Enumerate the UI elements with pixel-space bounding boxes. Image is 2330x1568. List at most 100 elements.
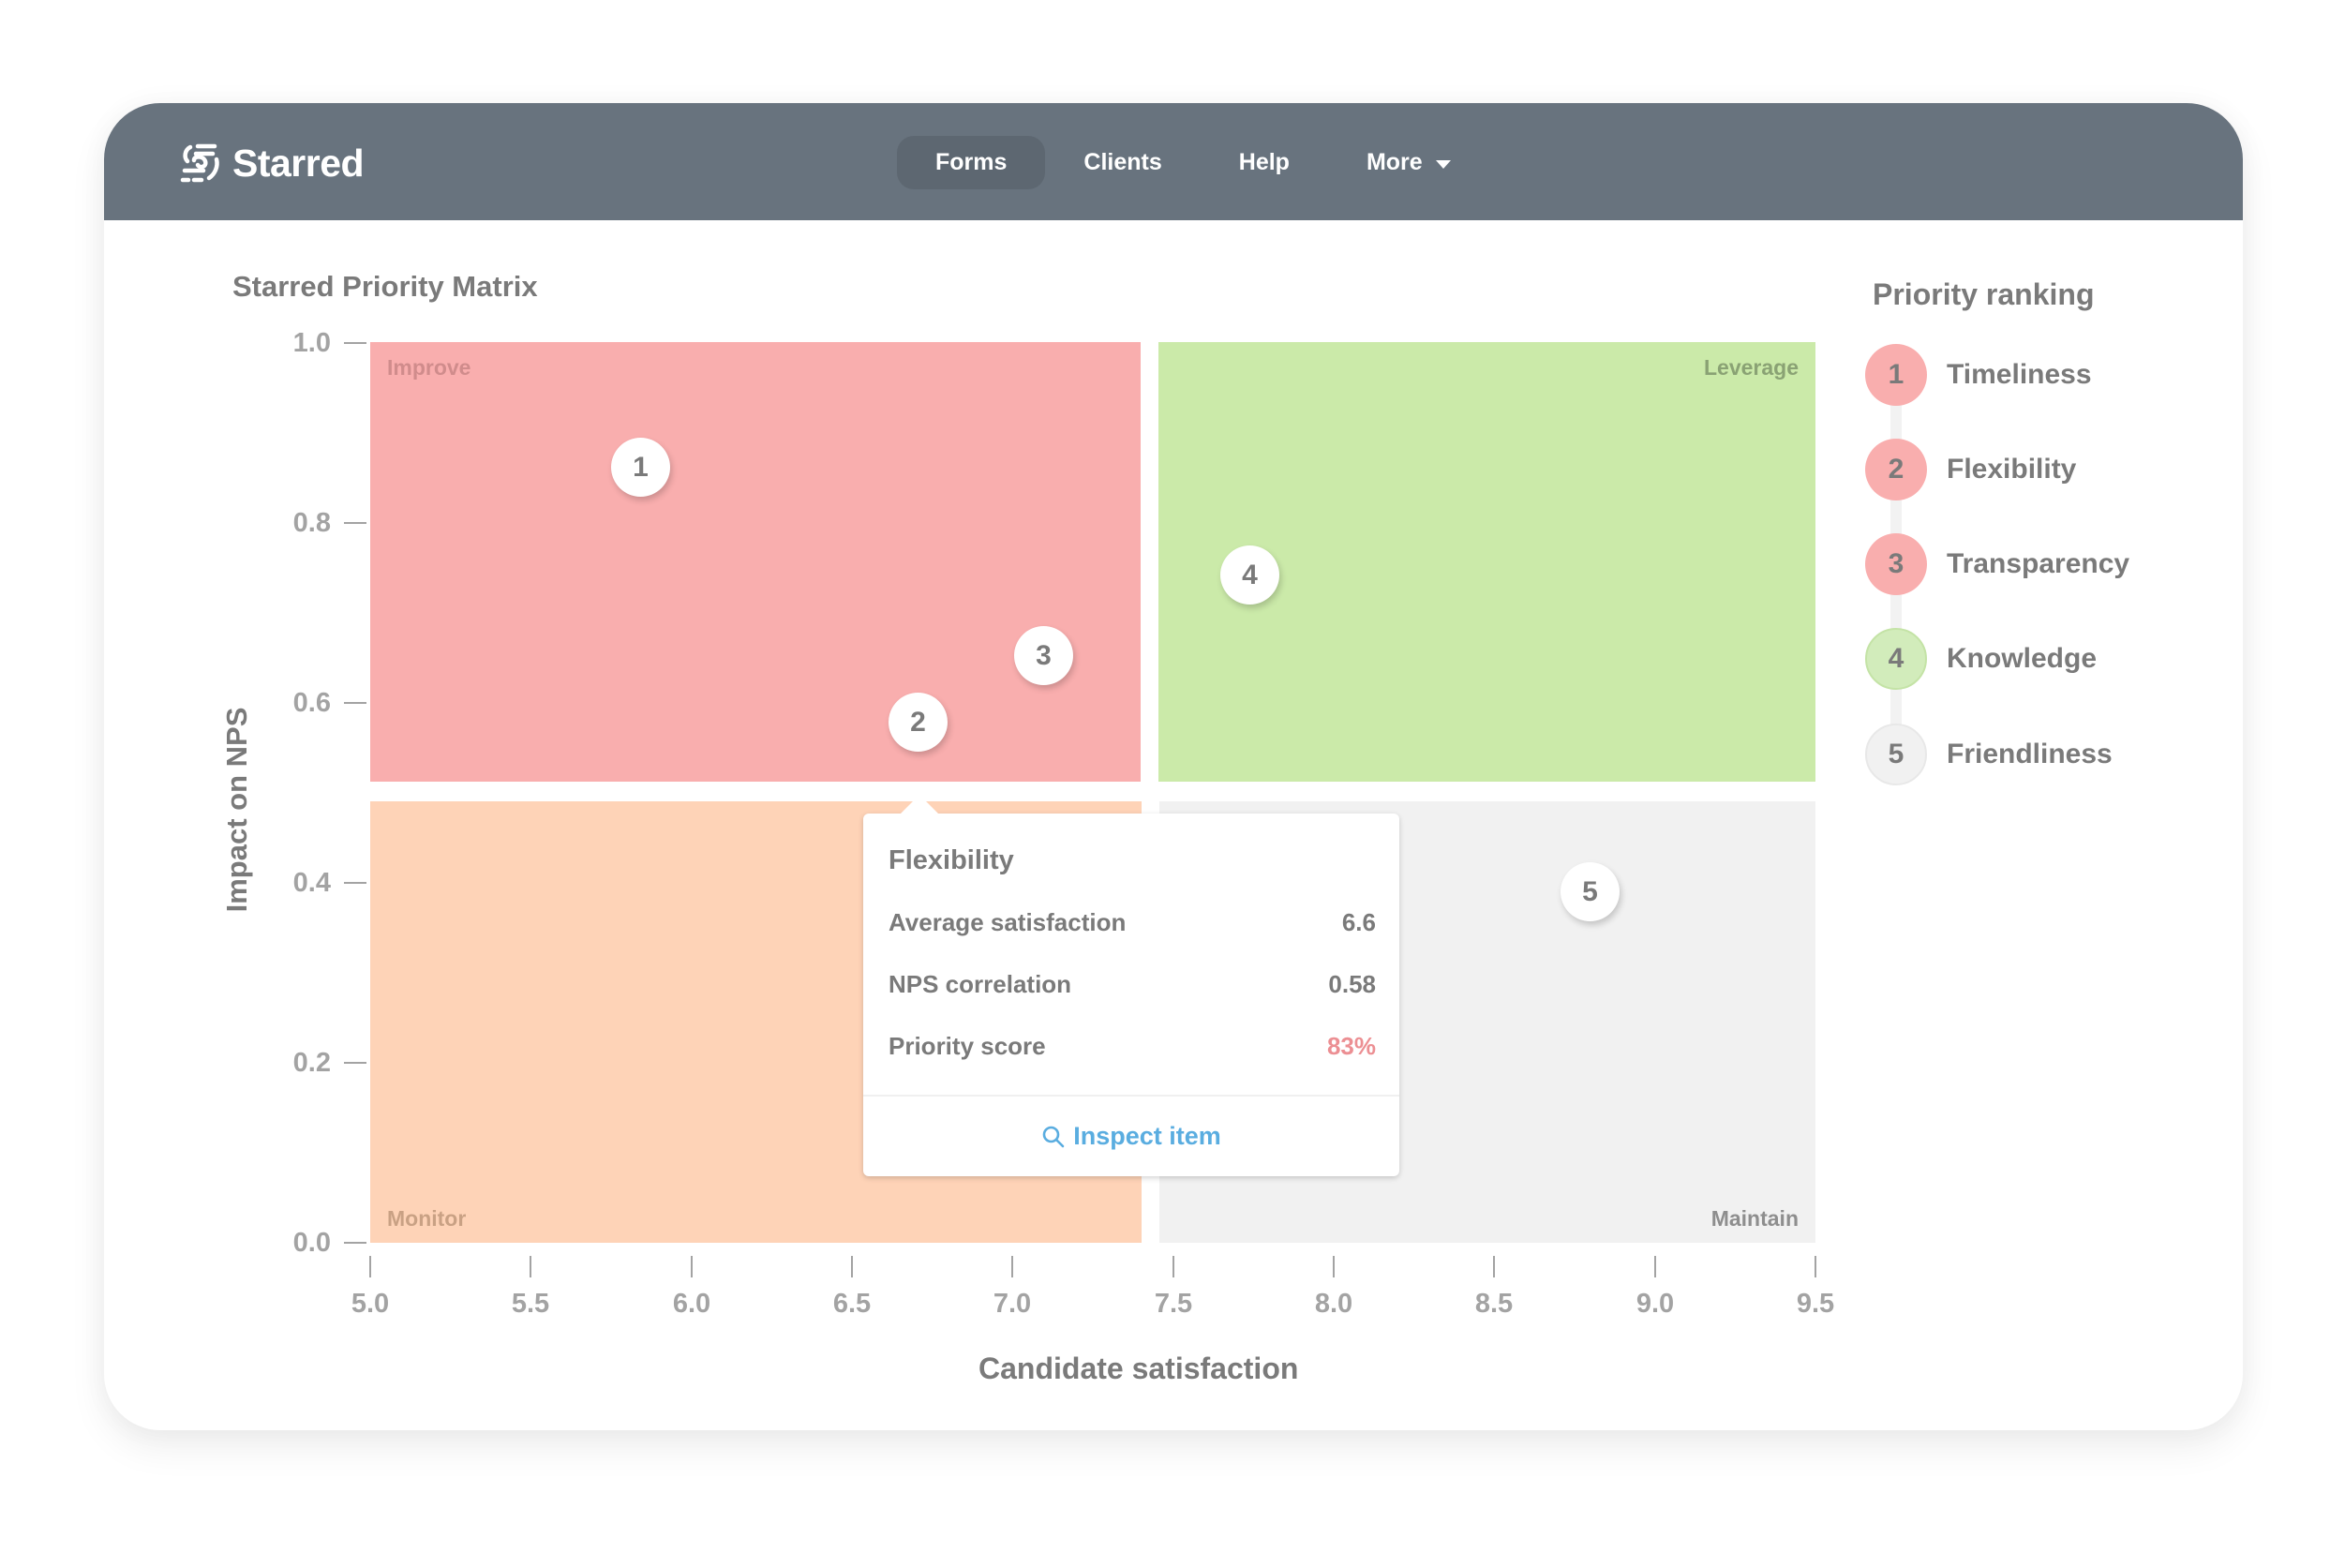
data-point-transparency[interactable]: 3 [1014, 626, 1073, 685]
x-tick: 9.0 [1618, 1256, 1693, 1320]
y-tick: 0.2 [273, 1047, 366, 1078]
legend-item-label: Flexibility [1947, 454, 2077, 485]
nav-more-dropdown[interactable]: More [1328, 136, 1489, 189]
legend-item-timeliness[interactable]: 1 Timeliness [1865, 344, 2092, 406]
nav-help[interactable]: Help [1201, 136, 1328, 189]
x-tick: 9.5 [1778, 1256, 1853, 1320]
nav-forms-label: Forms [935, 149, 1008, 175]
tooltip-row-average-satisfaction: Average satisfaction 6.6 [889, 908, 1376, 940]
quadrant-label-leverage: Leverage [1703, 355, 1799, 380]
quadrant-improve: Improve [370, 342, 1141, 782]
y-tick-label: 0.4 [292, 867, 331, 898]
x-tick: 5.0 [333, 1256, 408, 1320]
y-tick: 1.0 [273, 327, 366, 358]
point-tooltip: Flexibility Average satisfaction 6.6 NPS… [863, 795, 1399, 1176]
data-point-friendliness[interactable]: 5 [1561, 862, 1620, 921]
y-tick-mark [344, 1242, 366, 1244]
x-tick-mark [1815, 1256, 1816, 1277]
y-tick-label: 1.0 [292, 327, 331, 358]
y-tick-label: 0.6 [292, 687, 331, 718]
x-tick-mark [1493, 1256, 1495, 1277]
rank-badge: 4 [1865, 628, 1927, 690]
search-icon [1042, 1126, 1065, 1147]
y-tick-mark [344, 882, 366, 884]
x-tick-label: 9.5 [1796, 1289, 1835, 1319]
data-point-knowledge[interactable]: 4 [1220, 545, 1279, 605]
x-tick-label: 5.0 [351, 1289, 390, 1319]
y-tick: 0.4 [273, 867, 366, 898]
rank-badge: 1 [1865, 344, 1927, 406]
tooltip-row-nps-correlation: NPS correlation 0.58 [889, 970, 1376, 1002]
legend-item-label: Timeliness [1947, 359, 2092, 390]
x-tick-mark [1654, 1256, 1656, 1277]
x-tick-label: 7.5 [1154, 1289, 1193, 1319]
quadrant-label-monitor: Monitor [387, 1206, 467, 1231]
x-tick-mark [1172, 1256, 1174, 1277]
x-tick-label: 9.0 [1635, 1289, 1675, 1319]
starred-logo-icon [180, 143, 219, 183]
tooltip-row-label: Average satisfaction [889, 908, 1127, 936]
x-axis-title: Candidate satisfaction [978, 1351, 1299, 1385]
y-tick-mark [344, 342, 366, 344]
inspect-item-button[interactable]: Inspect item [863, 1097, 1399, 1176]
tooltip-row-value: 0.58 [1328, 970, 1376, 998]
tooltip-title: Flexibility [889, 845, 1014, 875]
inspect-item-label: Inspect item [1073, 1122, 1221, 1150]
legend-item-label: Friendliness [1947, 739, 2113, 769]
x-tick: 6.5 [814, 1256, 889, 1320]
x-tick-mark [691, 1256, 693, 1277]
x-tick-label: 7.0 [993, 1289, 1032, 1319]
rank-badge: 2 [1865, 439, 1927, 500]
y-tick-label: 0.2 [292, 1047, 331, 1078]
x-tick: 6.0 [654, 1256, 729, 1320]
x-tick-mark [1333, 1256, 1335, 1277]
y-tick: 0.0 [273, 1227, 366, 1258]
y-tick-label: 0.8 [292, 507, 331, 538]
x-tick-mark [1011, 1256, 1013, 1277]
data-point-flexibility[interactable]: 2 [889, 693, 948, 752]
brand-name: Starred [232, 141, 365, 185]
legend-item-knowledge[interactable]: 4 Knowledge [1865, 628, 2097, 690]
legend-title: Priority ranking [1873, 277, 2095, 311]
nav-clients-label: Clients [1083, 149, 1162, 175]
x-tick-mark [369, 1256, 371, 1277]
x-tick-label: 6.5 [832, 1289, 872, 1319]
caret-down-icon [1435, 159, 1451, 169]
quadrant-label-improve: Improve [387, 355, 471, 380]
legend-item-flexibility[interactable]: 2 Flexibility [1865, 439, 2076, 500]
y-tick-mark [344, 1062, 366, 1064]
data-point-timeliness[interactable]: 1 [611, 438, 670, 497]
quadrant-label-maintain: Maintain [1710, 1206, 1799, 1231]
y-tick-mark [344, 522, 366, 524]
legend-item-friendliness[interactable]: 5 Friendliness [1865, 724, 2113, 785]
legend-item-label: Transparency [1947, 548, 2130, 579]
y-axis-title: Impact on NPS [220, 707, 253, 913]
rank-badge: 5 [1865, 724, 1927, 785]
tooltip-row-label: NPS correlation [889, 970, 1072, 998]
tooltip-row-value: 6.6 [1341, 908, 1376, 936]
brand-logo[interactable]: Starred [179, 141, 365, 186]
x-tick-label: 6.0 [672, 1289, 711, 1319]
nav-forms[interactable]: Forms [897, 136, 1046, 189]
top-nav-bar: Starred Forms Clients Help More [104, 103, 2243, 220]
x-tick-label: 8.5 [1474, 1289, 1514, 1319]
nav-clients[interactable]: Clients [1045, 136, 1200, 189]
tooltip-row-label: Priority score [889, 1032, 1046, 1060]
x-tick-mark [530, 1256, 531, 1277]
x-tick-mark [851, 1256, 853, 1277]
x-tick: 8.5 [1456, 1256, 1531, 1320]
x-tick: 8.0 [1296, 1256, 1371, 1320]
nav-help-label: Help [1238, 149, 1290, 175]
x-tick: 7.0 [975, 1256, 1050, 1320]
app-card: Starred Forms Clients Help More Starred … [104, 103, 2243, 1430]
legend-item-transparency[interactable]: 3 Transparency [1865, 533, 2129, 595]
legend-item-label: Knowledge [1947, 643, 2098, 674]
y-tick-mark [344, 702, 366, 704]
x-tick-label: 8.0 [1314, 1289, 1353, 1319]
x-tick: 5.5 [493, 1256, 568, 1320]
x-tick: 7.5 [1136, 1256, 1211, 1320]
main-nav: Forms Clients Help More [897, 136, 1489, 189]
tooltip-divider [863, 1095, 1399, 1097]
y-tick-label: 0.0 [292, 1227, 331, 1258]
tooltip-row-priority-score: Priority score 83% [889, 1032, 1376, 1064]
